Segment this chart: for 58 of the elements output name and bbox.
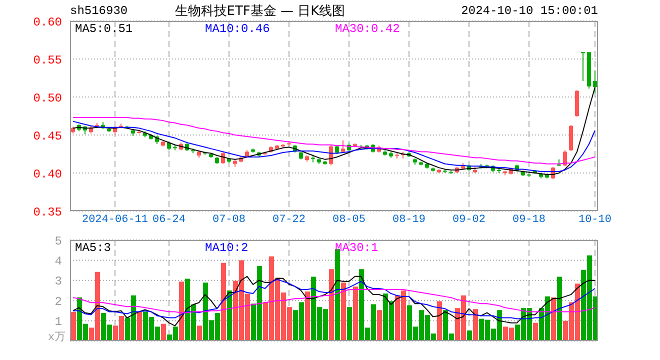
y-tick-label: 1 [54,315,62,330]
y-tick-label: 0.55 [33,53,62,68]
bar [467,330,472,341]
line-series [72,120,596,172]
text: MA10:0.46 [205,22,271,36]
y-tick-label: 5 [54,234,62,248]
line-series [72,278,596,320]
y-tick-label: 0.35 [33,205,62,220]
y-tick-label: 0.50 [33,91,62,106]
x-tick-label: 06-24 [152,214,186,226]
bar [329,269,334,341]
x-tick-label: 08-19 [392,214,426,226]
candlestick [341,140,345,153]
bar [377,310,382,341]
x-tick-label: 07-22 [272,214,306,226]
x-tick-label: 10-10 [578,214,612,226]
candlestick [593,70,597,94]
text: MA30:0.42 [335,22,401,36]
x-tick-label: 07-08 [212,214,246,226]
bar [551,297,556,341]
bar [227,290,232,341]
x-tick-label: 09-18 [512,214,546,226]
line-series [72,276,596,326]
y-tick-label: 2 [54,294,62,309]
y-tick-label: 0.45 [33,129,62,144]
x-tick-label: 08-05 [332,214,366,226]
bar [557,276,562,341]
text: 2024-10-10 15:00:01 [461,4,598,18]
x-tick-label: 09-02 [452,214,486,226]
bar [161,324,166,341]
text: sh516930 [70,4,128,18]
text: MA30:1 [335,241,380,255]
y-tick-label: 4 [54,254,62,268]
bar [341,282,346,341]
bar [137,312,142,341]
line-series [72,288,596,314]
bar [221,262,226,341]
bar [347,307,352,341]
line-series [72,117,596,164]
y-tick-label: 3 [54,274,62,289]
bar [533,322,538,341]
text: MA5:0.51 [75,22,134,36]
bar [179,282,184,341]
text: MA5:3 [75,241,112,255]
bar [71,312,76,341]
x-tick-label: 2024-06-11 [82,214,148,226]
candlestick [563,150,567,167]
chart-title: 生物科技ETF基金 — 日K线图 [174,3,346,20]
y-tick-label: 0.60 [33,15,62,30]
bar [305,292,310,341]
bar [353,286,358,341]
bar [437,301,442,341]
bar [473,309,478,341]
y-axis-title: x万 [48,330,66,344]
y-tick-label: 0.40 [33,167,62,182]
candlestick [581,52,585,82]
bar [197,326,202,341]
text: MA10:2 [205,241,250,255]
